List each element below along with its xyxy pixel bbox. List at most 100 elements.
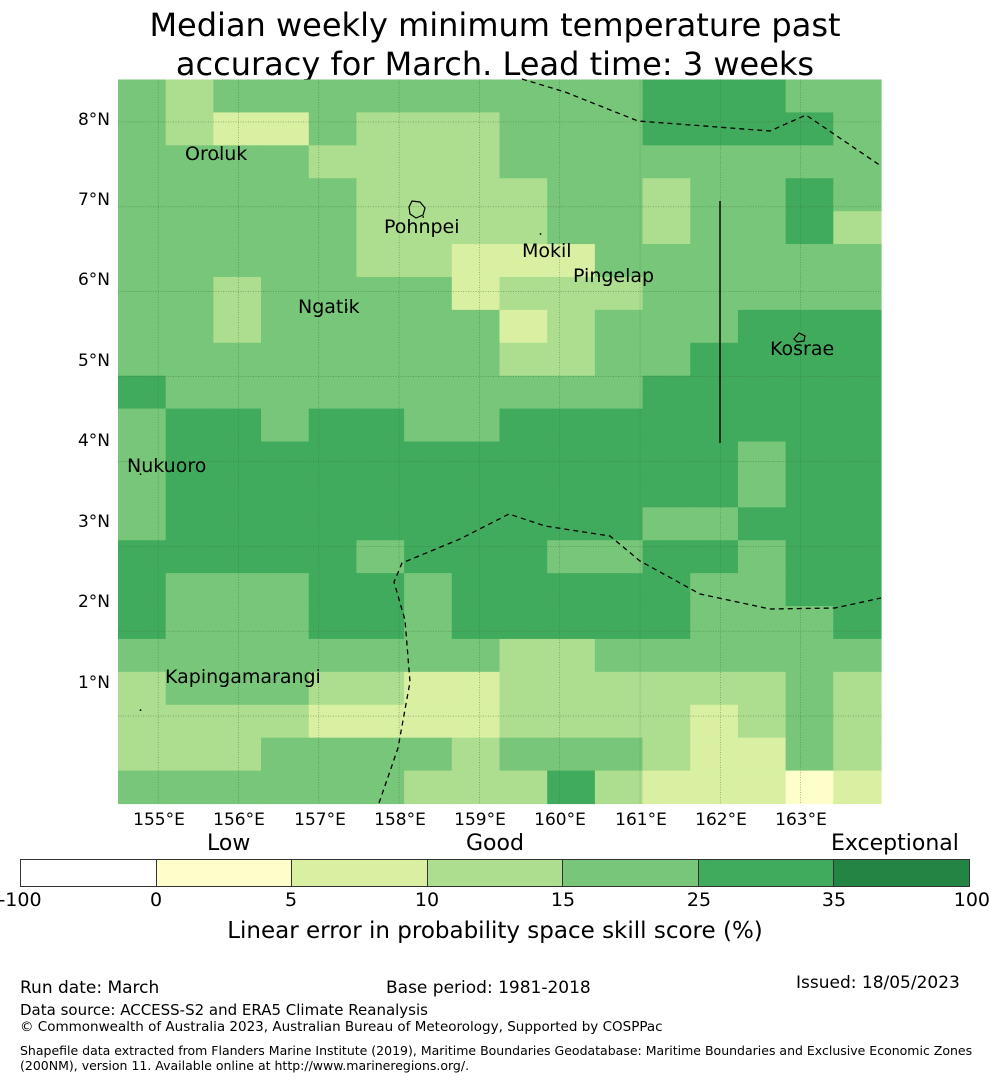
skill-cell (690, 540, 739, 574)
skill-cell (594, 79, 644, 114)
skill-cell (499, 474, 548, 508)
skill-cell (118, 244, 167, 278)
skill-cell (499, 309, 548, 344)
skill-cell (785, 737, 834, 772)
skill-cell (737, 671, 787, 706)
lat-label-1n: 1°N (77, 673, 110, 693)
colorbar-tick: -100 (0, 889, 42, 911)
skill-cell (499, 145, 548, 179)
colorbar-category-good: Good (466, 831, 524, 856)
colorbar-tick: 5 (284, 889, 298, 911)
skill-cell (690, 342, 739, 377)
skill-cell (118, 737, 167, 772)
skill-cell (594, 211, 644, 245)
skill-cell (451, 375, 501, 410)
skill-cell (785, 145, 834, 179)
skill-cell (642, 638, 691, 673)
skill-cell (642, 704, 691, 739)
skill-cell (165, 244, 214, 278)
skill-cell (499, 178, 548, 212)
data-source: Data source: ACCESS-S2 and ERA5 Climate … (20, 1001, 428, 1019)
skill-cell (785, 178, 834, 212)
skill-cell (547, 441, 596, 476)
skill-cell (451, 276, 501, 311)
colorbar-tick: 0 (149, 889, 163, 911)
skill-cell (165, 112, 214, 146)
skill-cell (404, 309, 453, 344)
skill-cell (118, 211, 167, 245)
skill-cell (165, 309, 214, 344)
skill-cell (118, 276, 167, 311)
skill-cell (261, 112, 310, 146)
skill-cell (594, 704, 644, 739)
skill-map (118, 78, 882, 805)
skill-cell (833, 770, 882, 805)
skill-cell (356, 737, 405, 772)
shapefile-credit-line-2: (200NM), version 11. Available online at… (20, 1058, 470, 1073)
lat-label-6n: 6°N (77, 270, 110, 290)
skill-cell (356, 408, 405, 443)
skill-cell (833, 507, 882, 541)
skill-cell (642, 540, 691, 574)
eez-boundary-north (521, 78, 882, 167)
eez-boundary-south (378, 513, 882, 804)
copyright: © Commonwealth of Australia 2023, Austra… (20, 1019, 663, 1035)
skill-cell (690, 178, 739, 212)
lon-label-162e: 162°E (695, 810, 747, 830)
skill-cell (547, 540, 596, 574)
base-period: Base period: 1981-2018 (386, 978, 591, 998)
skill-cell (690, 573, 739, 607)
skill-cell (690, 671, 739, 706)
skill-cell (261, 178, 310, 212)
skill-cell (261, 244, 310, 278)
skill-cell (356, 145, 405, 179)
skill-cell (213, 770, 262, 805)
skill-cell (547, 309, 596, 344)
skill-cell (833, 573, 882, 607)
skill-cell (308, 606, 358, 640)
skill-cell (785, 671, 834, 706)
skill-cell (308, 276, 358, 311)
skill-cell (594, 671, 644, 706)
skill-cell (213, 540, 262, 574)
issued-date: Issued: 18/05/2023 (796, 973, 960, 993)
skill-cell (642, 671, 691, 706)
skill-cell (356, 178, 405, 212)
colorbar-category-low: Low (207, 831, 251, 856)
skill-cell (785, 276, 834, 311)
colorbar-tick: 15 (550, 889, 576, 911)
skill-cell (404, 704, 453, 739)
skill-cell (642, 441, 691, 476)
skill-cell (308, 211, 358, 245)
skill-cell (451, 737, 501, 772)
skill-cell (404, 770, 453, 805)
skill-cell (690, 244, 739, 278)
place-kosrae: Kosrae (770, 338, 835, 360)
skill-cell (404, 540, 453, 574)
skill-cell (404, 441, 453, 476)
colorbar-swatch-1 (156, 860, 293, 886)
skill-cell (118, 342, 167, 377)
skill-cell (547, 507, 596, 541)
skill-cell (594, 342, 644, 377)
place-oroluk: Oroluk (185, 143, 248, 165)
skill-cell (690, 704, 739, 739)
skill-cell (833, 441, 882, 476)
skill-cell (165, 79, 214, 114)
skill-cell (833, 309, 882, 344)
skill-cell (642, 573, 691, 607)
skill-cell (308, 408, 358, 443)
skill-cell (308, 671, 358, 706)
skill-cell (451, 573, 501, 607)
skill-cell (833, 145, 882, 179)
skill-cell (404, 178, 453, 212)
skill-cell (404, 573, 453, 607)
skill-cell (308, 178, 358, 212)
skill-cell (737, 638, 787, 673)
skill-cell (356, 474, 405, 508)
lon-label-155e: 155°E (133, 810, 185, 830)
skill-cell (118, 309, 167, 344)
skill-cell (261, 408, 310, 443)
skill-cell (261, 79, 310, 114)
skill-cell (213, 408, 262, 443)
